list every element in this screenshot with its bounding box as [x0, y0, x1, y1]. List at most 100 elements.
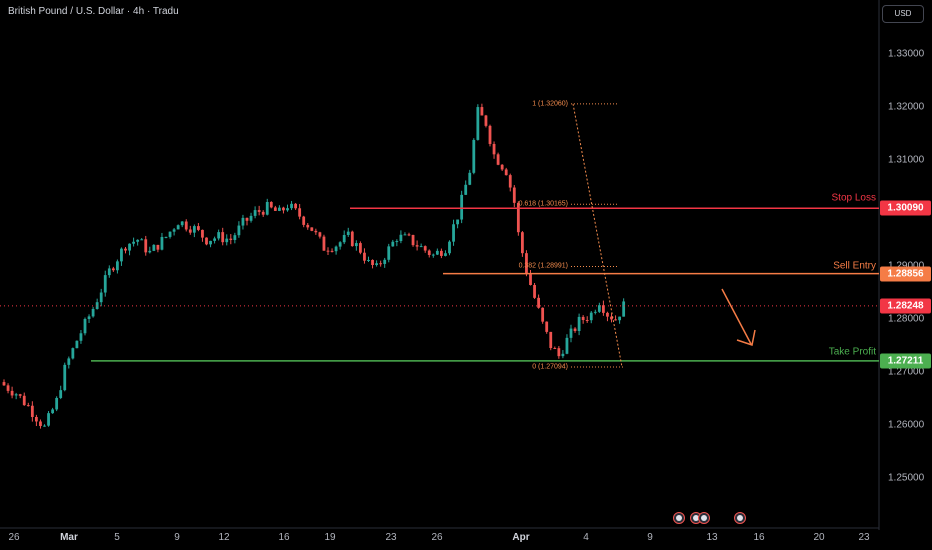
candle-body	[415, 245, 419, 247]
candle-body	[452, 224, 455, 242]
candle-body	[330, 250, 334, 252]
candle-body	[350, 231, 354, 247]
candle-body	[456, 219, 459, 225]
candle-body	[561, 353, 565, 357]
candle-body	[492, 143, 496, 155]
price-tick: 1.27000	[888, 366, 925, 378]
candle-body	[91, 308, 95, 317]
candle-body	[217, 232, 221, 239]
candles-group	[2, 103, 626, 429]
candle-body	[120, 248, 123, 262]
take-profit-label: Take Profit	[828, 346, 876, 358]
currency-button[interactable]: USD	[882, 5, 924, 23]
candle-body	[95, 302, 99, 309]
time-tick: 16	[278, 532, 290, 543]
candle-body	[273, 207, 277, 211]
candle-body	[30, 405, 34, 417]
time-tick: 23	[858, 532, 870, 543]
candle-body	[371, 259, 374, 266]
candle-body	[132, 241, 135, 244]
fib-level-1-label: 1 (1.32060)	[532, 100, 568, 108]
candle-body	[606, 312, 609, 317]
candle-body	[512, 187, 516, 203]
candle-body	[476, 107, 480, 140]
candle-body	[152, 244, 156, 251]
candle-body	[464, 184, 468, 195]
candle-body	[278, 207, 281, 211]
candle-body	[168, 231, 172, 237]
candle-body	[245, 217, 249, 221]
us-flag-icon[interactable]	[673, 512, 685, 524]
candle-body	[6, 385, 10, 391]
projection-arrow	[721, 288, 752, 345]
candle-body	[354, 243, 358, 247]
time-tick: Apr	[512, 532, 530, 543]
candle-body	[314, 230, 318, 233]
candle-body	[322, 236, 326, 251]
current-price-badge: 1.28248	[880, 298, 931, 314]
candle-body	[516, 202, 520, 233]
fib-level-0-label: 0 (1.27094)	[532, 363, 568, 371]
candle-body	[346, 231, 350, 235]
time-tick: 26	[8, 532, 20, 543]
candle-body	[581, 316, 585, 321]
candle-body	[326, 250, 330, 252]
candle-body	[39, 421, 42, 426]
uk-flag-icon[interactable]	[734, 512, 746, 524]
candle-body	[67, 358, 71, 365]
candle-body	[225, 238, 229, 243]
candle-body	[597, 305, 601, 312]
uk-flag-icon[interactable]	[698, 512, 710, 524]
candle-body	[103, 275, 107, 293]
candle-body	[431, 254, 435, 256]
candle-body	[573, 328, 577, 331]
candle-body	[229, 238, 233, 240]
candle-body	[75, 340, 79, 349]
candle-body	[545, 321, 549, 332]
time-tick: 4	[583, 532, 589, 543]
candle-body	[306, 224, 310, 228]
candle-body	[427, 250, 431, 255]
projection-arrowhead	[736, 329, 756, 346]
candle-body	[18, 394, 22, 396]
candle-body	[488, 125, 492, 144]
candle-body	[14, 394, 18, 396]
candle-body	[407, 234, 411, 236]
candle-body	[585, 320, 589, 322]
candle-body	[363, 252, 366, 261]
candle-body	[160, 236, 164, 250]
candle-body	[205, 237, 208, 245]
price-tick: 1.31000	[888, 154, 925, 166]
price-tick: 1.25000	[888, 472, 925, 484]
candle-body	[47, 413, 50, 426]
candle-body	[87, 316, 91, 319]
candle-body	[290, 203, 293, 209]
time-tick: 9	[174, 532, 180, 543]
candle-body	[172, 229, 176, 232]
candle-body	[241, 217, 245, 226]
candle-body	[549, 331, 553, 349]
candle-body	[253, 210, 257, 216]
candle-body	[565, 337, 569, 354]
fib-trend-line	[572, 103, 623, 368]
time-tick: 19	[324, 532, 336, 543]
candle-body	[403, 234, 407, 236]
candle-body	[51, 409, 54, 414]
candle-body	[387, 246, 391, 260]
candle-body	[472, 139, 476, 173]
candle-body	[496, 154, 500, 165]
candle-body	[140, 239, 144, 241]
candle-body	[375, 263, 378, 266]
candle-body	[411, 234, 415, 246]
candle-body	[10, 390, 14, 396]
candle-body	[589, 312, 593, 321]
candle-body	[383, 259, 387, 264]
chart-title: British Pound / U.S. Dollar · 4h · Tradu	[8, 6, 179, 17]
candle-body	[128, 243, 131, 251]
candle-body	[577, 316, 581, 331]
candle-body	[610, 316, 613, 320]
candle-body	[508, 175, 512, 188]
candle-body	[209, 240, 212, 245]
candle-body	[176, 225, 180, 230]
